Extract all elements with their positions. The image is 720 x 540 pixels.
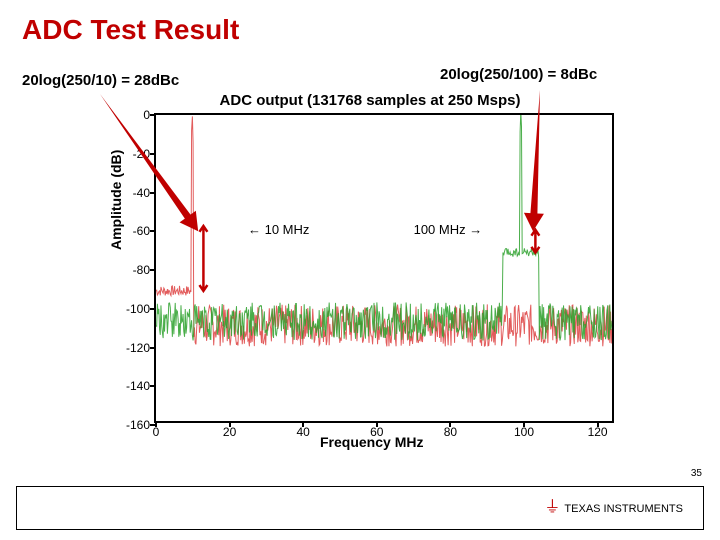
chart-plot-area: 0-20-40-60-80-100-120-140-16002040608010… [154,113,614,423]
annotation-right: 20log(250/100) = 8dBc [440,66,597,83]
ti-logo: ⏚ TEXAS INSTRUMENTS [544,500,683,516]
chart-traces [156,115,612,421]
chart-title: ADC output (131768 samples at 250 Msps) [120,92,620,109]
in-plot-label: 100 MHz → [414,222,483,237]
annotation-left: 20log(250/10) = 28dBc [22,72,179,89]
slide-title: ADC Test Result [22,14,239,46]
page-number: 35 [691,468,702,479]
ti-logo-text: TEXAS INSTRUMENTS [564,503,683,515]
ti-chip-icon: ⏚ [544,500,560,516]
footer-bar: ⏚ TEXAS INSTRUMENTS [16,486,704,530]
chart-container: ADC output (131768 samples at 250 Msps) … [120,92,620,423]
in-plot-label: ← 10 MHz [248,222,309,237]
chart-y-axis-label: Amplitude (dB) [108,150,124,250]
chart-x-axis-label: Frequency MHz [320,434,423,450]
